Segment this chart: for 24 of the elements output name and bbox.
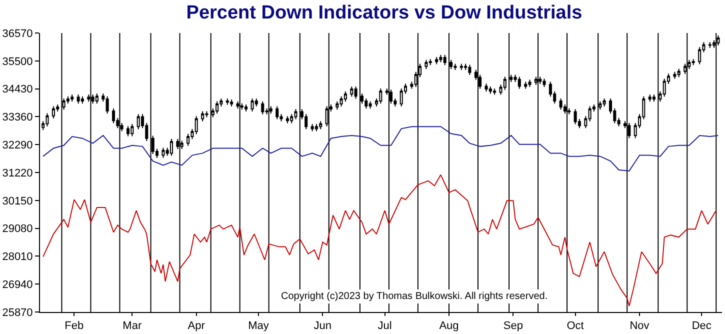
x-tick-label: Aug — [439, 320, 459, 332]
y-tick-label: 35500 — [2, 56, 33, 68]
y-tick-label: 34430 — [2, 84, 33, 96]
y-tick-label: 30150 — [2, 195, 33, 208]
y-tick-label: 26940 — [2, 278, 33, 291]
x-tick-label: May — [248, 320, 270, 332]
chart-title: Percent Down Indicators vs Dow Industrials — [186, 2, 582, 24]
x-tick-label: Oct — [566, 320, 584, 332]
x-tick-label: Jul — [378, 320, 392, 332]
y-tick-label: 25870 — [2, 306, 33, 319]
annotation: Copyright (c)2023 by Thomas Bulkowski. All rights reserved. — [281, 291, 548, 302]
x-tick-label: Apr — [188, 320, 206, 332]
x-tick-label: Feb — [64, 320, 84, 332]
x-tick-label: Nov — [630, 320, 650, 332]
y-tick-label: 36570 — [2, 28, 33, 40]
y-tick-label: 29080 — [2, 223, 33, 236]
x-tick-label: Mar — [122, 320, 142, 332]
x-tick-label: Jun — [314, 320, 332, 332]
y-tick-label: 28010 — [2, 251, 33, 264]
x-tick-label: Dec — [692, 320, 712, 332]
x-tick-label: Sep — [503, 320, 523, 332]
y-tick-label: 33360 — [2, 112, 33, 124]
y-tick-label: 31220 — [2, 167, 33, 180]
y-tick-label: 32290 — [2, 139, 33, 152]
